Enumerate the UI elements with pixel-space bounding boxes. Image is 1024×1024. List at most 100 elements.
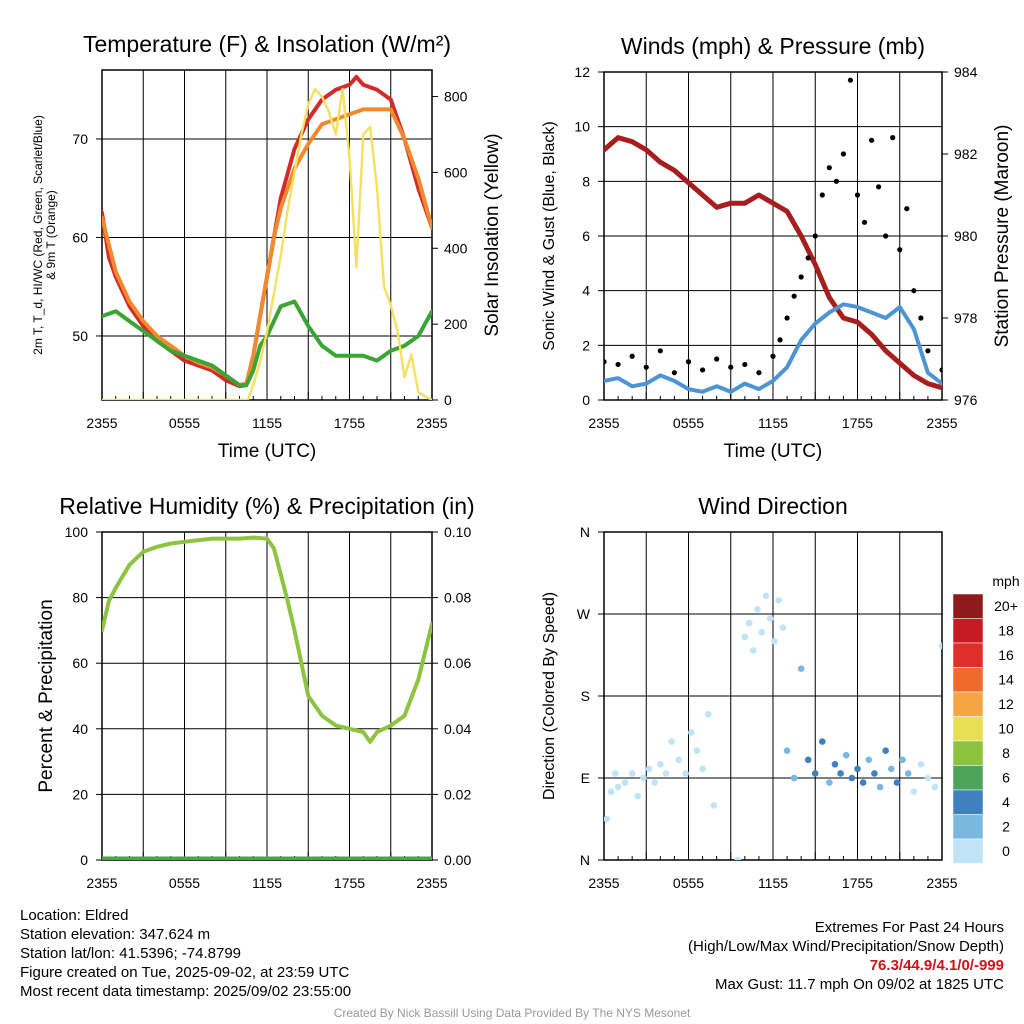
direction-point xyxy=(818,738,826,745)
series-layer xyxy=(604,592,942,860)
y-tick-label-right: 0.10 xyxy=(444,524,471,540)
series-td-line xyxy=(102,299,432,388)
y-axis-label-left: Direction (Colored By Speed) xyxy=(541,592,558,800)
direction-point xyxy=(651,779,658,786)
y-tick-label-left: 40 xyxy=(72,721,88,737)
y-tick-label-left: 70 xyxy=(72,131,88,147)
direction-point xyxy=(614,783,622,791)
y-tick-label-left: 6 xyxy=(582,228,590,244)
x-axis-label: Time (UTC) xyxy=(218,441,317,462)
extremes-info: Extremes For Past 24 Hours (High/Low/Max… xyxy=(688,918,1004,994)
series-gust-point xyxy=(604,359,607,365)
y-axis-label-left: 2m T, T_d, HI/WC (Red, Green, Scarlet/Bl… xyxy=(31,115,45,355)
series-layer xyxy=(102,74,432,400)
y-tick-label-right: 0.08 xyxy=(444,590,471,606)
y-tick-label-right: 0.00 xyxy=(444,852,471,868)
direction-point xyxy=(893,779,901,786)
series-sonic-wind-line xyxy=(604,302,942,394)
x-tick-label: 0555 xyxy=(673,875,704,891)
direction-point xyxy=(699,765,706,773)
direction-point xyxy=(734,856,742,860)
y-tick-label-left: S xyxy=(581,688,590,704)
series-gust-point xyxy=(883,233,889,239)
x-tick-label: 2355 xyxy=(926,415,957,431)
direction-point xyxy=(640,774,647,782)
latlon-text: Station lat/lon: 41.5396; -74.8799 xyxy=(20,945,242,962)
y-tick-label-left: 100 xyxy=(65,524,89,540)
series-gust-point xyxy=(728,364,734,370)
direction-point xyxy=(910,788,918,795)
y-tick-label-right: 600 xyxy=(444,164,468,180)
series-gust-point xyxy=(629,353,635,359)
x-tick-label: 1155 xyxy=(252,875,282,891)
direction-point xyxy=(859,779,867,786)
chart-title: Winds (mph) & Pressure (mb) xyxy=(621,33,925,59)
y-tick-label-left: 8 xyxy=(582,173,590,189)
series-gust-point xyxy=(798,274,804,280)
y-tick-label-left: 12 xyxy=(574,64,590,80)
direction-point xyxy=(762,592,770,600)
colorbar-label: 6 xyxy=(1002,770,1010,786)
y-axis-label-left: Sonic Wind & Gust (Blue, Black) xyxy=(541,121,558,350)
series-gust-point xyxy=(939,367,942,373)
y-tick-label-right: 400 xyxy=(444,240,468,256)
series-gust-point xyxy=(876,184,882,190)
series-gust-point xyxy=(925,348,931,354)
direction-point xyxy=(693,747,701,754)
direction-point xyxy=(688,729,695,736)
created-text: Figure created on Tue, 2025-09-02, at 23… xyxy=(20,964,350,981)
direction-point xyxy=(745,619,753,627)
direction-point xyxy=(657,761,664,768)
direction-point xyxy=(628,770,636,777)
series-layer xyxy=(604,77,942,394)
y-tick-label-right: 984 xyxy=(954,64,978,80)
direction-point xyxy=(865,756,873,764)
colorbar-label: 0 xyxy=(1002,843,1010,859)
x-tick-label: 1155 xyxy=(252,415,282,431)
series-gust-point xyxy=(833,178,839,184)
x-tick-label: 2355 xyxy=(86,875,117,891)
colorbar-label: 2 xyxy=(1002,819,1010,835)
series-gust-point xyxy=(861,219,868,225)
x-tick-label: 1755 xyxy=(842,875,873,891)
x-tick-label: 1155 xyxy=(758,415,788,431)
y-tick-label-left: 0 xyxy=(582,392,590,408)
y-tick-label-left: 60 xyxy=(72,229,88,245)
x-tick-label: 2355 xyxy=(416,875,447,891)
y-tick-label-left: E xyxy=(581,770,590,786)
y-tick-label-right: 976 xyxy=(954,392,978,408)
credit-text: Created By Nick Bassill Using Data Provi… xyxy=(333,1006,691,1020)
direction-point xyxy=(604,815,611,823)
y-tick-label-left: W xyxy=(577,606,591,622)
extremes-values: 76.3/44.9/4.1/0/-999 xyxy=(869,957,1004,974)
series-gust-point xyxy=(847,77,854,83)
series-gust-point xyxy=(685,359,692,365)
direction-point xyxy=(621,779,629,786)
series-gust-point xyxy=(643,364,649,370)
direction-point xyxy=(754,606,761,613)
direction-point xyxy=(842,751,850,759)
x-tick-label: 1755 xyxy=(842,415,873,431)
direction-point xyxy=(607,788,615,795)
direction-point xyxy=(938,642,942,650)
colorbar-swatch xyxy=(952,593,984,619)
series-layer xyxy=(102,535,432,860)
x-tick-label: 2355 xyxy=(416,415,447,431)
x-axis-label: Time (UTC) xyxy=(724,441,823,462)
y-tick-label-right: 200 xyxy=(444,316,468,332)
x-tick-label: 1755 xyxy=(334,875,365,891)
y-tick-label-right: 980 xyxy=(954,228,978,244)
direction-point xyxy=(662,770,670,777)
colorbar-swatch xyxy=(952,691,984,717)
direction-point xyxy=(758,628,766,636)
colorbar-label: 20+ xyxy=(994,598,1018,614)
direction-point xyxy=(775,597,782,604)
y-tick-label-left: 50 xyxy=(72,328,88,344)
y-tick-label-right: 982 xyxy=(954,146,978,162)
direction-point xyxy=(831,761,839,768)
y-tick-label-left: 2 xyxy=(582,337,590,353)
direction-point xyxy=(899,756,906,764)
series-rh-line xyxy=(102,535,432,744)
colorbar-label: 4 xyxy=(1002,794,1010,810)
direction-point xyxy=(710,802,718,809)
